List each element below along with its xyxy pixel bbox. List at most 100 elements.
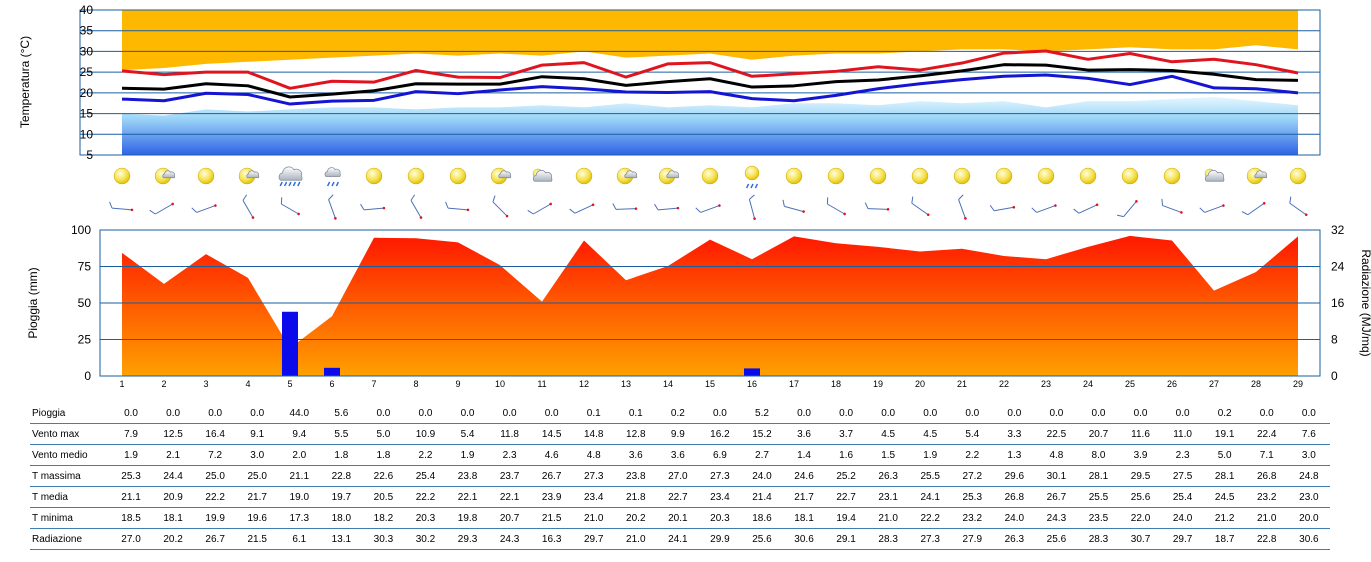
table-cell: 3.6 — [783, 423, 826, 445]
table-row-label: Vento medio — [30, 444, 110, 466]
table-cell: 3.0 — [236, 444, 279, 466]
rain-y-tick-label: 0 — [84, 369, 91, 383]
rain-plot-frame — [99, 229, 1321, 377]
wind-arrow-icon — [149, 202, 174, 215]
table-cell: 20.3 — [698, 507, 741, 529]
wind-arrow-icon — [527, 202, 552, 215]
table-cell: 1.5 — [867, 444, 910, 466]
table-cell: 27.3 — [572, 465, 615, 487]
day-label: 12 — [579, 379, 589, 389]
table-cell: 9.9 — [656, 423, 699, 445]
table-cell: 3.9 — [1119, 444, 1162, 466]
table-cell: 0.0 — [867, 403, 910, 424]
table-cell: 23.5 — [1077, 507, 1120, 529]
table-cell: 23.1 — [867, 486, 910, 508]
wind-arrow-icon — [1161, 198, 1183, 214]
table-cell: 27.5 — [1161, 465, 1204, 487]
wind-arrow-icon — [280, 197, 300, 216]
table-cell: 26.3 — [867, 465, 910, 487]
day-label: 25 — [1125, 379, 1135, 389]
sun-rain-weather-icon — [744, 165, 760, 189]
table-cell: 3.3 — [993, 423, 1036, 445]
table-row: T media 21.1 20.9 22.2 21.7 19.0 19.7 20.5 22.2 2… — [30, 486, 1330, 508]
table-cell: 29.9 — [698, 528, 741, 550]
sun-weather-icon — [785, 167, 803, 185]
table-cell: 28.3 — [1077, 528, 1120, 550]
table-cell: 11.6 — [1119, 423, 1162, 445]
table-cell: 30.6 — [783, 528, 826, 550]
sun-weather-icon — [1079, 167, 1097, 185]
table-cell: 7.9 — [110, 423, 153, 445]
wind-arrow-icon — [654, 203, 680, 211]
table-cell: 15.2 — [740, 423, 783, 445]
table-cell: 0.0 — [1035, 403, 1078, 424]
table-cell: 19.1 — [1203, 423, 1246, 445]
wind-arrow-icon — [748, 194, 756, 220]
table-cell: 1.8 — [320, 444, 363, 466]
table-row: Vento max 7.9 12.5 16.4 9.1 9.4 5.5 5.0 10.9 5.4 1… — [30, 423, 1330, 445]
table-row-label: Vento max — [30, 423, 110, 445]
rain-bar — [324, 367, 340, 376]
table-cell: 11.8 — [488, 423, 531, 445]
table-cell: 29.6 — [993, 465, 1036, 487]
day-label: 11 — [537, 379, 546, 389]
temperature-y-tick-label: 30 — [80, 44, 94, 58]
sun-weather-icon — [869, 167, 887, 185]
wind-arrow-icon — [911, 196, 930, 217]
temperature-y-ticks: 5 10 15 20 25 30 35 40 — [80, 3, 94, 162]
table-cell: 24.0 — [993, 507, 1036, 529]
table-cell: 25.0 — [236, 465, 279, 487]
sun-weather-icon — [407, 167, 425, 185]
table-cell: 0.0 — [404, 403, 447, 424]
table-cell: 21.0 — [867, 507, 910, 529]
wind-arrow-icon — [1241, 201, 1266, 216]
sun-cloud-weather-icon — [658, 167, 680, 185]
table-cell: 23.2 — [1245, 486, 1288, 508]
table-cell: 19.6 — [236, 507, 279, 529]
table-cell: 0.0 — [783, 403, 826, 424]
sun-weather-icon — [365, 167, 383, 185]
table-cell: 3.7 — [825, 423, 868, 445]
table-cell: 44.0 — [278, 403, 321, 424]
sun-weather-icon — [1289, 167, 1307, 185]
wind-arrow-icon — [864, 202, 890, 211]
table-cell: 28.1 — [1077, 465, 1120, 487]
radiation-y-tick-label: 8 — [1331, 333, 1338, 347]
table-cell: 25.6 — [740, 528, 783, 550]
table-cell: 9.4 — [278, 423, 321, 445]
table-cell: 29.7 — [572, 528, 615, 550]
table-cell: 3.0 — [1287, 444, 1330, 466]
table-cell: 30.3 — [362, 528, 405, 550]
table-cell: 22.1 — [446, 486, 489, 508]
table-cell: 18.7 — [1203, 528, 1246, 550]
wind-arrow-icon — [569, 203, 595, 214]
table-cell: 0.0 — [530, 403, 573, 424]
table-cell: 7.1 — [1245, 444, 1288, 466]
table-cell: 25.2 — [825, 465, 868, 487]
table-cell: 6.1 — [278, 528, 321, 550]
table-cell: 25.4 — [1161, 486, 1204, 508]
table-cell: 21.1 — [110, 486, 153, 508]
table-cell: 29.5 — [1119, 465, 1162, 487]
rain-y-ticks: 0 25 50 75 100 — [71, 223, 91, 383]
sun-weather-icon — [911, 167, 929, 185]
cloud-weather-icon — [532, 168, 553, 182]
table-cell: 25.0 — [194, 465, 237, 487]
radiation-y-tick-label: 24 — [1331, 260, 1345, 274]
table-cell: 26.7 — [530, 465, 573, 487]
table-cell: 0.0 — [1287, 403, 1330, 424]
table-cell: 1.3 — [993, 444, 1036, 466]
table-cell: 22.7 — [656, 486, 699, 508]
table-cell: 23.0 — [1287, 486, 1330, 508]
radiation-area — [122, 235, 1298, 376]
table-cell: 14.8 — [572, 423, 615, 445]
temperature-y-axis-title: Temperatura (°C) — [18, 36, 32, 128]
day-label: 9 — [455, 379, 460, 389]
series-line-t-massima — [121, 49, 1299, 90]
wind-arrow-icon — [612, 203, 638, 210]
day-label: 17 — [789, 379, 799, 389]
day-label: 3 — [203, 379, 208, 389]
table-cell: 19.9 — [194, 507, 237, 529]
